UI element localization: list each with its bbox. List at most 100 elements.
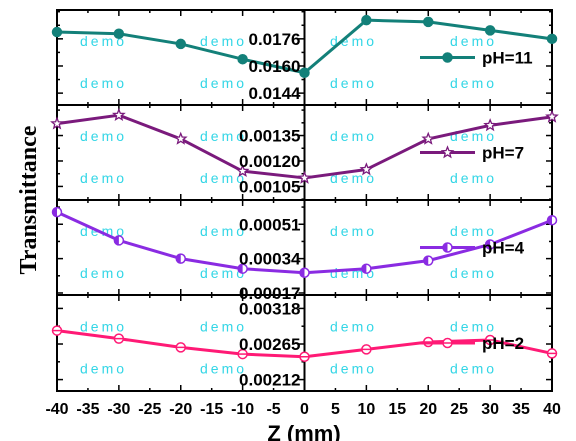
legend-entry: pH=7 bbox=[420, 144, 524, 163]
data-point bbox=[175, 38, 186, 50]
data-point bbox=[299, 67, 310, 79]
watermark-text: demo bbox=[200, 223, 247, 239]
data-point-fill bbox=[547, 215, 552, 225]
watermark-text: demo bbox=[80, 170, 127, 186]
y-tick-label: 0.0176 bbox=[249, 30, 301, 49]
y-tick-label: 0.0160 bbox=[249, 57, 301, 76]
watermark-text: demo bbox=[450, 318, 497, 334]
watermark-text: demo bbox=[450, 33, 497, 49]
x-tick-labels: -40 -35 -30 -25 -20 -15 -10 -5 0 5 10 15 20 25 30 35 40 bbox=[45, 401, 561, 418]
y-tick-label: 0.00318 bbox=[239, 299, 300, 318]
data-point-fill bbox=[485, 239, 491, 249]
data-point bbox=[423, 16, 434, 28]
legend-marker bbox=[442, 52, 453, 63]
legend-entry: pH=11 bbox=[420, 49, 533, 68]
data-point-fill bbox=[114, 235, 119, 245]
watermark-text: demo bbox=[330, 128, 377, 144]
x-tick-label: 10 bbox=[357, 401, 375, 418]
watermark-text: demo bbox=[450, 170, 497, 186]
data-point-fill bbox=[238, 264, 243, 274]
watermark-text: demo bbox=[330, 33, 377, 49]
x-tick-label: -15 bbox=[200, 401, 223, 418]
x-tick-label: -30 bbox=[107, 401, 130, 418]
x-tick-label: -25 bbox=[138, 401, 161, 418]
data-point bbox=[51, 26, 63, 38]
data-point-fill bbox=[361, 264, 367, 274]
legend-label: pH=11 bbox=[482, 49, 533, 68]
data-point bbox=[113, 28, 125, 39]
x-tick-label: -10 bbox=[231, 401, 254, 418]
data-point bbox=[173, 131, 188, 145]
y-tick-label: 0.00105 bbox=[239, 177, 300, 196]
data-point-fill bbox=[176, 254, 181, 264]
watermark-text: demo bbox=[80, 318, 127, 334]
y-tick-label: 0.00120 bbox=[239, 152, 300, 171]
data-point bbox=[484, 25, 496, 36]
data-point bbox=[546, 33, 558, 45]
watermark-text: demo bbox=[450, 223, 497, 239]
data-point bbox=[421, 131, 436, 145]
x-tick-label: 40 bbox=[543, 401, 561, 418]
watermark-text: demo bbox=[200, 361, 247, 377]
y-tick-label: 0.00017 bbox=[239, 284, 300, 303]
data-point bbox=[235, 163, 250, 178]
x-tick-label: 30 bbox=[481, 401, 499, 418]
watermark-text: demo bbox=[330, 361, 377, 377]
watermark-text: demo bbox=[200, 318, 247, 334]
x-tick-label: -20 bbox=[169, 401, 192, 418]
y-tick-label: 0.00034 bbox=[239, 250, 301, 269]
x-tick-label: 5 bbox=[331, 401, 340, 418]
y-tick-label: 0.00212 bbox=[239, 371, 300, 390]
watermark-text: demo bbox=[200, 33, 247, 49]
x-tick-label: -5 bbox=[266, 401, 280, 418]
data-point bbox=[483, 118, 498, 132]
data-point-fill bbox=[300, 268, 305, 278]
y-tick-label: 0.0144 bbox=[249, 84, 302, 103]
legend-entry: pH=2 bbox=[420, 334, 524, 353]
watermark-text: demo bbox=[80, 33, 127, 49]
y-tick-label: 0.00051 bbox=[239, 215, 300, 234]
watermark-text: demo bbox=[450, 265, 497, 281]
watermark-text: demo bbox=[330, 223, 377, 239]
legend-entry: pH=4 bbox=[420, 239, 525, 258]
watermark-text: demo bbox=[200, 128, 247, 144]
watermark-text: demo bbox=[80, 361, 127, 377]
data-point bbox=[297, 170, 312, 184]
data-point bbox=[237, 53, 248, 65]
x-tick-label: 35 bbox=[512, 401, 530, 418]
watermark-text: demo bbox=[330, 318, 377, 334]
data-point bbox=[545, 109, 559, 123]
watermark-text: demo bbox=[200, 75, 247, 91]
y-tick-label: 0.00135 bbox=[239, 127, 300, 146]
watermark-text: demo bbox=[200, 265, 247, 281]
watermark-text: demo bbox=[450, 75, 497, 91]
watermark-text: demo bbox=[80, 75, 127, 91]
watermark-text: demo bbox=[450, 361, 497, 377]
legend-marker bbox=[440, 145, 455, 159]
data-point bbox=[50, 116, 64, 130]
watermark-text: demo bbox=[80, 265, 127, 281]
data-point bbox=[359, 162, 374, 176]
y-tick-label: 0.00265 bbox=[239, 335, 300, 354]
x-axis-label: Z (mm) bbox=[267, 421, 340, 441]
x-tick-label: 20 bbox=[419, 401, 437, 418]
legend-label: pH=2 bbox=[482, 334, 524, 353]
legend-label: pH=4 bbox=[482, 239, 525, 258]
x-tick-label: 0 bbox=[300, 401, 309, 418]
x-tick-label: 25 bbox=[450, 401, 468, 418]
data-point bbox=[111, 107, 126, 122]
watermark-text: demo bbox=[80, 128, 127, 144]
x-tick-label: -40 bbox=[45, 401, 68, 418]
data-point-fill bbox=[52, 207, 57, 217]
x-tick-label: -35 bbox=[76, 401, 99, 418]
y-axis-label: Transmittance bbox=[16, 125, 42, 274]
x-tick-label: 15 bbox=[388, 401, 406, 418]
legend-label: pH=7 bbox=[482, 144, 524, 163]
data-point-fill bbox=[423, 256, 429, 266]
